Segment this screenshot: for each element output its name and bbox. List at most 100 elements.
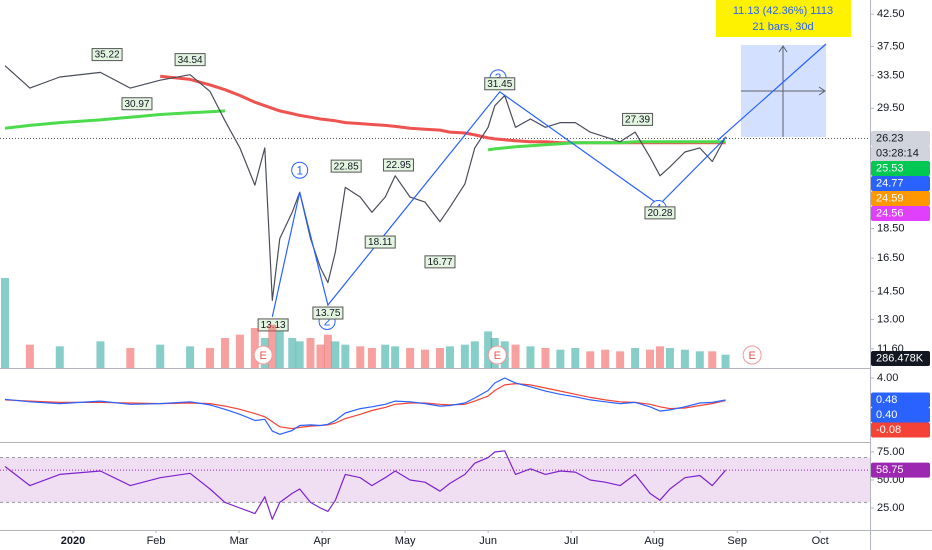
- volume-bar: [601, 349, 610, 368]
- volume-bar: [511, 344, 520, 368]
- price-label: 31.45: [487, 79, 512, 90]
- volume-bar: [406, 348, 415, 368]
- volume-bar: [391, 346, 400, 368]
- volume-bar: [306, 338, 315, 368]
- volume-bar: [96, 341, 105, 368]
- volume-bar: [435, 348, 444, 368]
- volume-bar: [470, 341, 479, 368]
- y-tick-label: 13.00: [877, 313, 905, 325]
- volume-bar: [25, 344, 34, 368]
- measure-text: 11.13 (42.36%) 1113: [733, 5, 833, 17]
- price-tag: [871, 462, 930, 478]
- volume-bar: [268, 324, 277, 368]
- trend-line: [717, 43, 827, 141]
- wave-label: 1: [296, 163, 303, 177]
- price-tag-label: 0.48: [876, 394, 897, 406]
- y-tick-label: 37.50: [877, 40, 905, 52]
- volume-bar: [586, 351, 595, 368]
- volume-bar: [220, 338, 229, 368]
- volume-bar: [323, 334, 332, 368]
- price-tag: [871, 407, 930, 423]
- price-label: 16.77: [427, 257, 452, 268]
- y-tick-label: 29.50: [877, 102, 905, 114]
- price-tag: [871, 350, 930, 366]
- measure-box: [716, 0, 851, 37]
- earnings-label: E: [494, 350, 501, 362]
- volume-bar: [186, 346, 195, 368]
- y-tick-label: 14.50: [877, 285, 905, 297]
- price-tag-label: 26.23: [876, 132, 904, 144]
- volume-bar: [356, 346, 365, 368]
- price-label-box: [644, 206, 676, 220]
- volume-bar: [655, 346, 664, 368]
- volume-bar: [460, 344, 469, 368]
- measure-tool: 11.13 (42.36%) 1113 21 bars, 30d: [716, 0, 851, 141]
- series-line: [4, 377, 726, 435]
- volume-bar: [571, 348, 580, 368]
- volume-bar: [0, 278, 9, 368]
- x-tick-label: May: [395, 535, 416, 547]
- volume-bar: [541, 348, 550, 368]
- price-tag: [871, 176, 930, 192]
- price-tag-label: 25.53: [876, 162, 904, 174]
- price-tag: [871, 191, 930, 207]
- x-tick-label: Apr: [314, 535, 331, 547]
- volume-bar: [288, 338, 297, 368]
- x-tick-label: Jul: [564, 535, 578, 547]
- volume-bar: [646, 349, 655, 368]
- price-label-box: [91, 48, 123, 62]
- price-tag-label: 286.478K: [876, 352, 924, 364]
- y-tick-label: 33.50: [877, 69, 905, 81]
- price-tag-label: 58.75: [876, 464, 904, 476]
- series-line: [4, 65, 727, 301]
- y-tick-label: 4.00: [877, 372, 898, 384]
- volume-bar: [526, 346, 535, 368]
- price-tag: [871, 161, 930, 177]
- volume-bar: [721, 354, 730, 368]
- volume-bar: [206, 348, 215, 368]
- price-label: 30.97: [124, 99, 149, 110]
- volume-bar: [680, 349, 689, 368]
- price-label-box: [121, 97, 153, 111]
- countdown-box: [871, 146, 930, 162]
- volume-bar: [235, 334, 244, 368]
- y-tick-label: 16.50: [877, 252, 905, 264]
- price-label: 20.28: [647, 208, 672, 219]
- wave-label: 2: [324, 315, 331, 329]
- volume-bar: [616, 351, 625, 368]
- price-tag-label: -0.08: [876, 424, 901, 436]
- y-tick-label: 42.50: [877, 8, 905, 20]
- price-tag-label: 0.40: [876, 409, 897, 421]
- earnings-marker: [487, 345, 507, 365]
- x-tick-label: Aug: [644, 535, 664, 547]
- wave-line: [271, 90, 727, 318]
- volume-bar: [341, 344, 350, 368]
- x-tick-label: Jun: [479, 535, 497, 547]
- countdown: 03:28:14: [876, 147, 919, 159]
- price-label: 13.75: [315, 308, 340, 319]
- price-label-box: [382, 158, 414, 172]
- volume-bar: [126, 348, 135, 368]
- price-tag-label: 24.77: [876, 177, 904, 189]
- volume-bar: [367, 348, 376, 368]
- series-line: [4, 383, 726, 430]
- y-tick-label: 75.00: [877, 446, 905, 458]
- price-tag: [871, 392, 930, 408]
- price-label-box: [622, 112, 654, 126]
- earnings-marker: [742, 345, 762, 365]
- volume-bar: [708, 351, 717, 368]
- volume-bar: [556, 349, 565, 368]
- volume-bar: [316, 344, 325, 368]
- price-label: 18.11: [368, 237, 393, 248]
- price-tag: [871, 206, 930, 222]
- x-tick-label: Sep: [727, 535, 747, 547]
- price-label-box: [364, 235, 396, 249]
- volume-bar: [421, 349, 430, 368]
- earnings-label: E: [748, 350, 755, 362]
- earnings-label: E: [259, 350, 266, 362]
- measure-text: 21 bars, 30d: [752, 21, 813, 33]
- plot-layer: 42.50 37.50 33.50 29.50 18.50 16.50 14.50 13.00…: [0, 8, 930, 547]
- price-label-box: [484, 77, 516, 91]
